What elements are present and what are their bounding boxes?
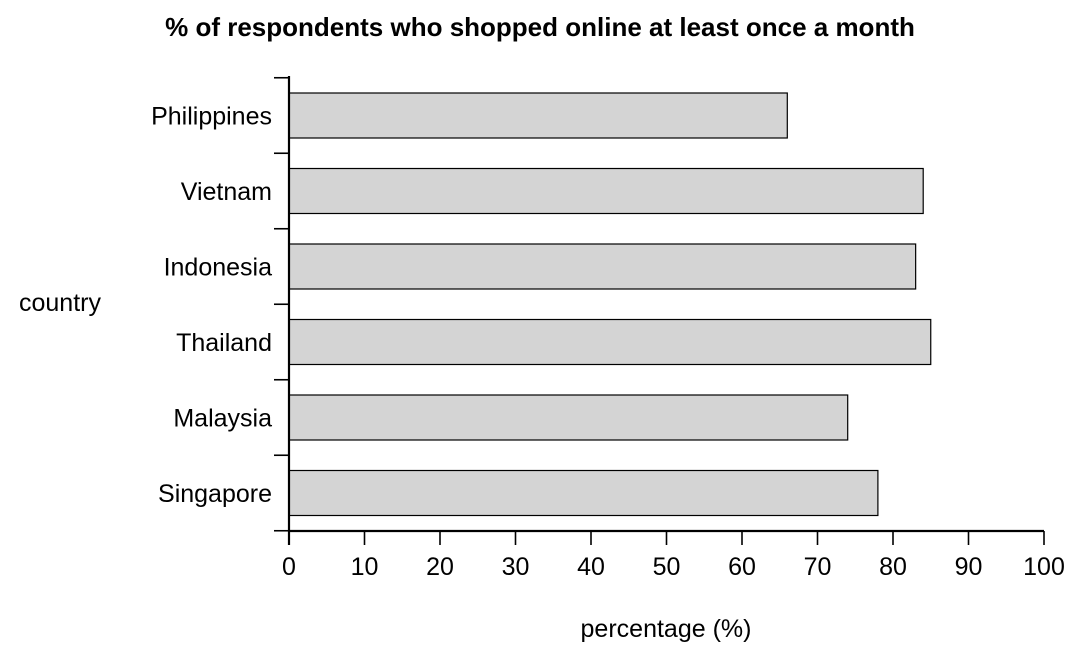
y-tick-label-indonesia: Indonesia: [164, 254, 273, 282]
y-tick-label-thailand: Thailand: [176, 329, 272, 357]
x-tick-label-0: 0: [282, 553, 296, 581]
x-tick-label-20: 20: [426, 553, 454, 581]
x-tick-label-40: 40: [577, 553, 605, 581]
chart-title: % of respondents who shopped online at l…: [165, 12, 915, 42]
bar-indonesia: [288, 243, 917, 290]
x-axis-label: percentage (%): [581, 615, 752, 643]
bar-thailand: [288, 318, 932, 366]
bar-philippines: [288, 92, 788, 139]
y-tick-label-singapore: Singapore: [158, 480, 272, 508]
bar-singapore: [288, 469, 879, 517]
bar-malaysia: [288, 394, 849, 441]
x-tick-label-90: 90: [955, 553, 983, 581]
x-tick-label-80: 80: [879, 553, 907, 581]
y-tick-label-malaysia: Malaysia: [173, 405, 272, 433]
x-tick-label-10: 10: [351, 553, 379, 581]
x-tick-label-60: 60: [728, 553, 756, 581]
bar-vietnam: [288, 167, 924, 215]
x-tick-label-50: 50: [653, 553, 681, 581]
x-tick-group: 0 10 20 30 40 50 60 70 80 90 100: [282, 531, 1065, 581]
y-tick-label-vietnam: Vietnam: [181, 178, 272, 206]
x-tick-label-100: 100: [1023, 553, 1065, 581]
x-tick-label-30: 30: [502, 553, 530, 581]
y-tick-label-philippines: Philippines: [151, 103, 272, 131]
x-tick-label-70: 70: [804, 553, 832, 581]
bars-group: [288, 92, 932, 517]
y-tick-group: Philippines Vietnam Indonesia Thailand Malay…: [151, 76, 289, 532]
y-axis-label: country: [19, 289, 101, 317]
